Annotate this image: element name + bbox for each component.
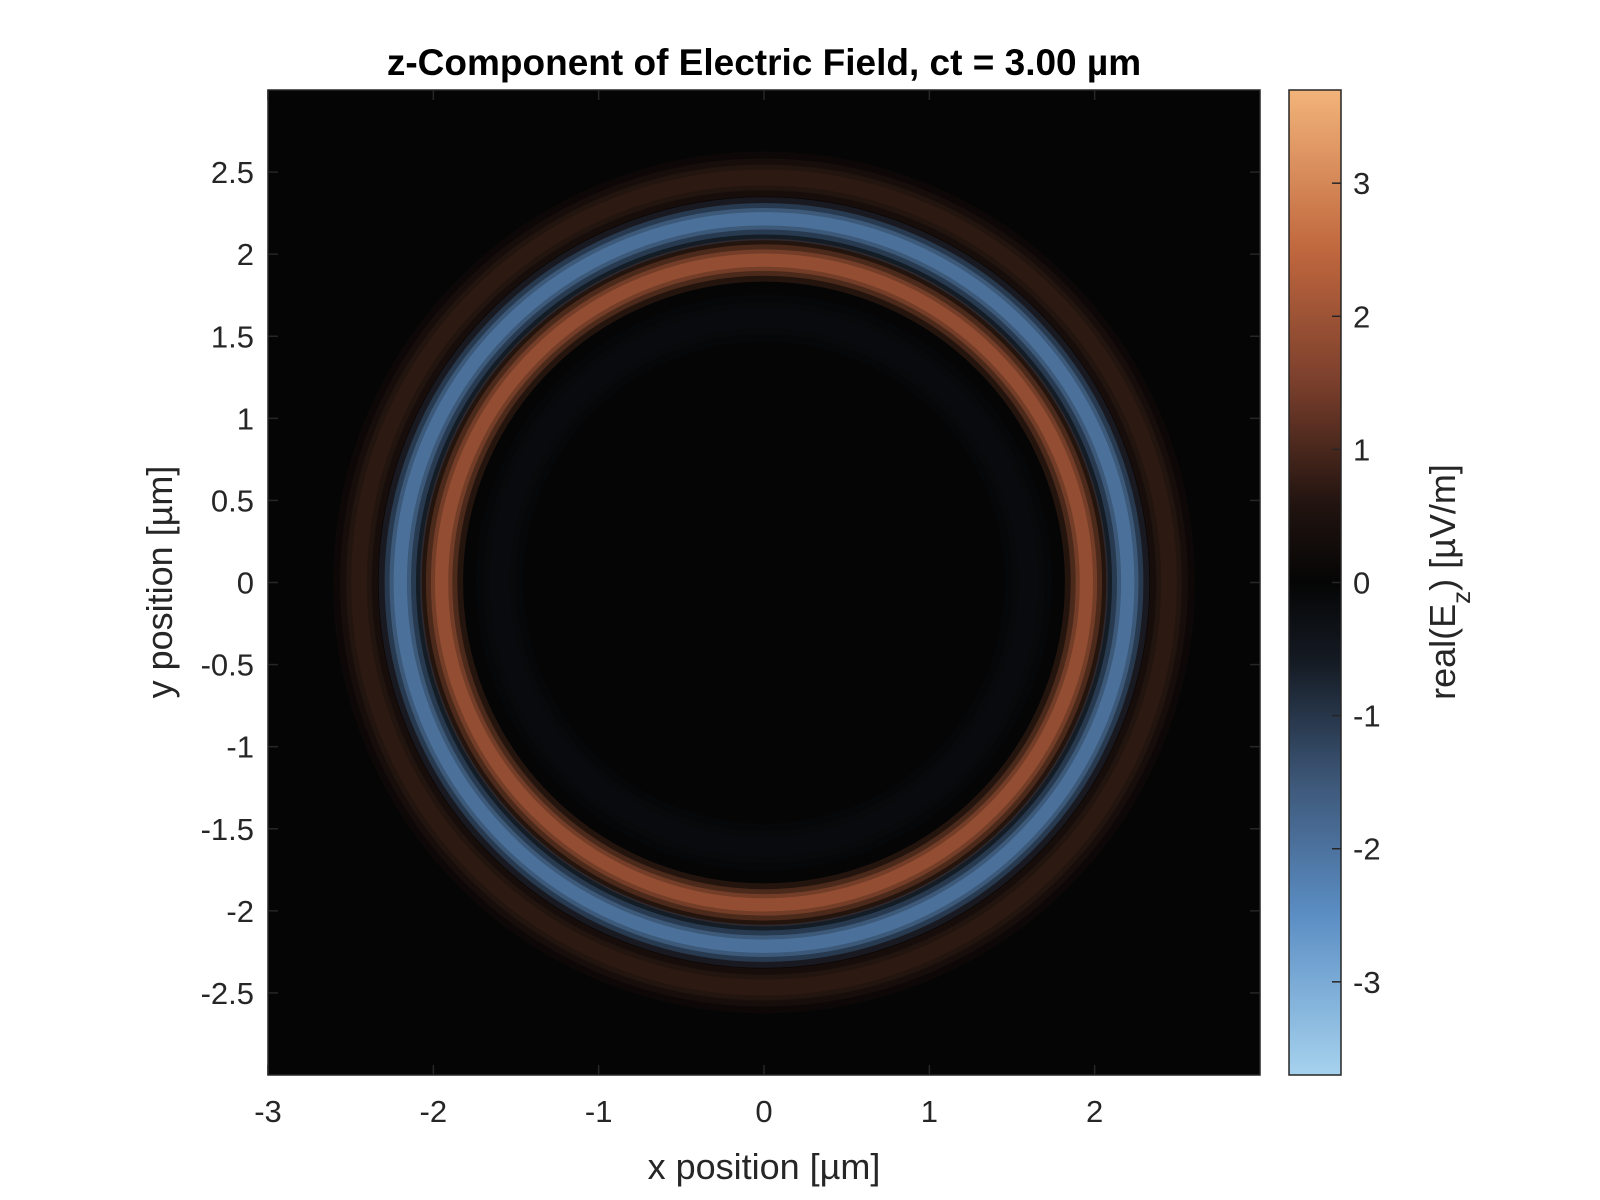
colorbar-tick-label: 3 xyxy=(1353,166,1370,201)
colorbar-tick-label: 1 xyxy=(1353,432,1370,467)
y-tick-label: -0.5 xyxy=(201,648,254,683)
y-axis-label: y position [µm] xyxy=(139,466,180,699)
field-ring-4 xyxy=(333,151,1195,1014)
y-tick-label: 0.5 xyxy=(211,483,254,518)
y-tick-label: 1.5 xyxy=(211,319,254,354)
colorbar-tick-label: -1 xyxy=(1353,699,1381,734)
colorbar-label-prefix: real(E xyxy=(1422,604,1463,700)
colorbar-tick-label: 0 xyxy=(1353,566,1370,601)
colorbar: 3 2 1 0 -1 -2 -3 real(Ez) [µV/m] xyxy=(1288,89,1476,1076)
field-rings xyxy=(333,151,1195,1014)
y-tick-label: 0 xyxy=(237,566,254,601)
x-axis-label: x position [µm] xyxy=(648,1146,881,1187)
y-tick-label: -2 xyxy=(226,894,254,929)
field-ring-1 xyxy=(467,285,1061,880)
x-tick-label: 0 xyxy=(755,1094,772,1129)
x-tick-label: -3 xyxy=(254,1094,282,1129)
chart-title: z-Component of Electric Field, ct = 3.00… xyxy=(387,42,1141,83)
y-tick-label: -1.5 xyxy=(201,812,254,847)
y-tick-label: 1 xyxy=(237,401,254,436)
y-tick-label: 2.5 xyxy=(211,155,254,190)
colorbar-tick-label: 2 xyxy=(1353,299,1370,334)
colorbar-label: real(Ez) [µV/m] xyxy=(1422,464,1476,700)
field-ring-2 xyxy=(420,238,1108,927)
colorbar-tick-label: -2 xyxy=(1353,832,1381,867)
x-tick-label: 2 xyxy=(1086,1094,1103,1129)
y-axis-ticks: 2.5 2 1.5 1 0.5 0 -0.5 -1 -1.5 -2 -2.5 xyxy=(201,155,1260,1011)
plot-area: -3 -2 -1 0 1 2 2.5 2 1.5 1 0.5 0 -0.5 -1 -1.5 -2 -2.5 xyxy=(201,89,1261,1129)
colorbar-tick-label: -3 xyxy=(1353,965,1381,1000)
x-tick-label: -1 xyxy=(585,1094,613,1129)
colorbar-label-suffix: ) [µV/m] xyxy=(1422,464,1463,591)
x-tick-label: -2 xyxy=(420,1094,448,1129)
y-tick-label: -2.5 xyxy=(201,976,254,1011)
y-tick-label: 2 xyxy=(237,237,254,272)
x-tick-label: 1 xyxy=(921,1094,938,1129)
colorbar-ticks: 3 2 1 0 -1 -2 -3 xyxy=(1332,166,1381,1000)
field-ring-3 xyxy=(378,197,1150,968)
x-axis-ticks: -3 -2 -1 0 1 2 xyxy=(254,90,1103,1129)
colorbar-label-subscript: z xyxy=(1446,591,1476,604)
y-tick-label: -1 xyxy=(226,730,254,765)
